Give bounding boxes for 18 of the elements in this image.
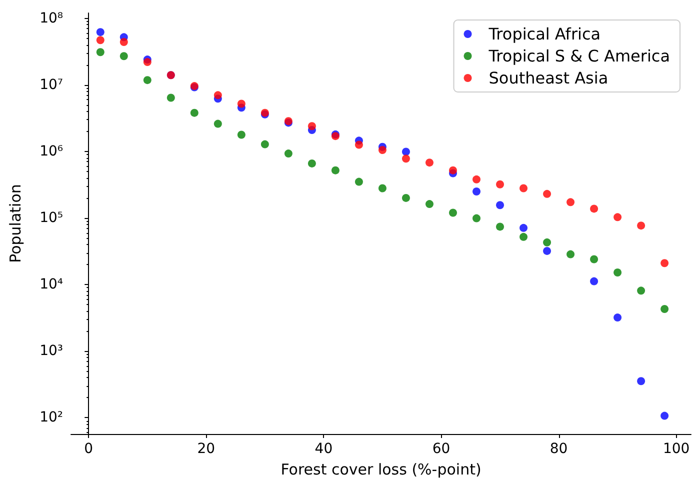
legend-label: Southeast Asia xyxy=(488,68,608,88)
y-tick-label: 10⁷ xyxy=(40,76,63,93)
x-tick-label: 20 xyxy=(197,441,216,457)
y-axis-title: Population xyxy=(6,184,24,263)
x-axis-title: Forest cover loss (%-point) xyxy=(280,460,482,478)
legend-label: Tropical S & C America xyxy=(488,46,670,66)
x-tick-label: 60 xyxy=(432,441,450,457)
y-tick-label: 10⁸ xyxy=(40,10,64,26)
y-tick-label: 10⁴ xyxy=(40,276,64,293)
legend-label: Tropical Africa xyxy=(488,24,601,44)
y-tick-label: 10³ xyxy=(40,343,63,360)
x-tick-label: 100 xyxy=(662,441,690,457)
y-tick-label: 10⁵ xyxy=(40,210,63,226)
y-tick-label: 10² xyxy=(40,410,63,426)
y-tick-label: 10⁶ xyxy=(40,143,64,160)
x-tick-label: 40 xyxy=(314,441,333,457)
x-tick-label: 0 xyxy=(84,441,94,457)
x-tick-label: 80 xyxy=(550,441,568,457)
